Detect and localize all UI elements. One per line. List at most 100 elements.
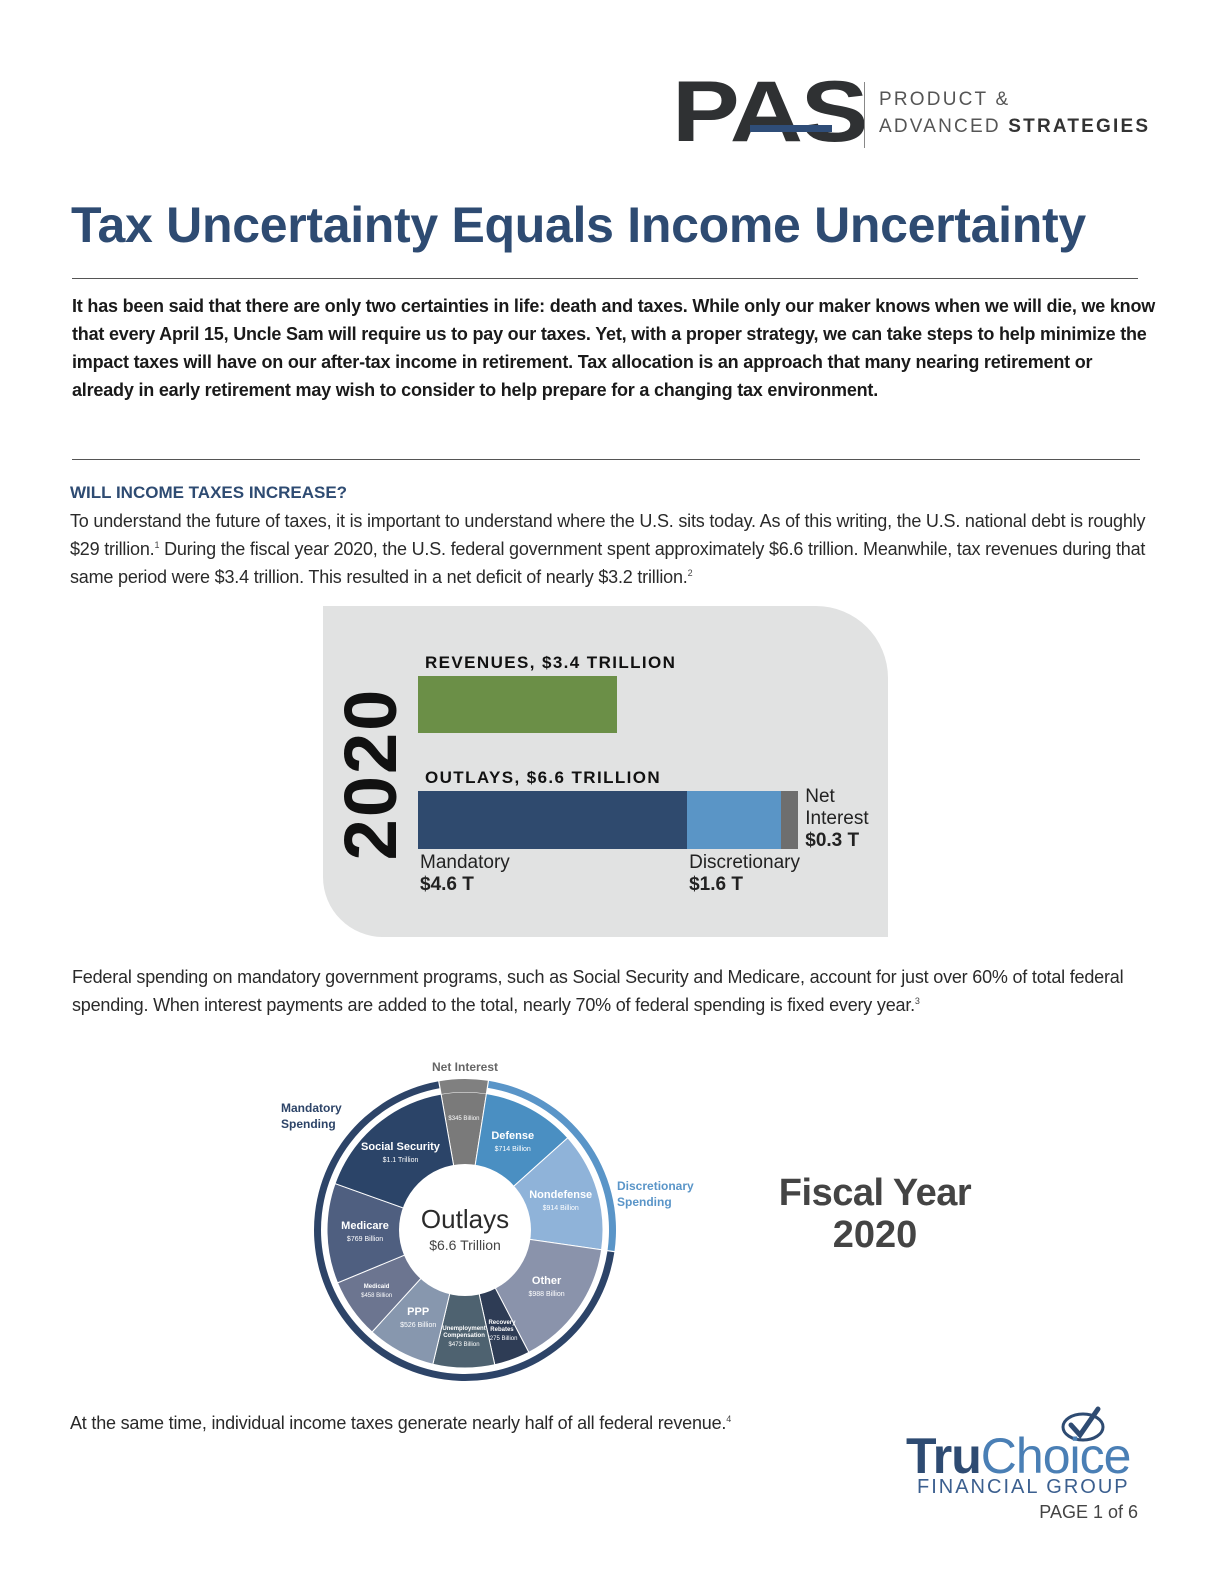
slice-value: $275 Billion bbox=[486, 1335, 518, 1342]
slice-value: $458 Billion bbox=[361, 1293, 393, 1300]
slice-name: Medicaid bbox=[363, 1284, 390, 1291]
paragraph: To understand the future of taxes, it is… bbox=[70, 507, 1160, 591]
slice-name: Nondefense bbox=[529, 1188, 593, 1201]
bar-label: REVENUES, $3.4 TRILLION bbox=[425, 653, 677, 672]
slice-label-box: Defense $714 Billion bbox=[471, 1122, 555, 1162]
slice-label: $345 Billion bbox=[441, 1098, 487, 1138]
group-ring bbox=[439, 1078, 488, 1095]
group-label: Mandatory Spending bbox=[281, 1101, 342, 1131]
slice-label: Unemployment Compensation $473 Billion bbox=[441, 1318, 487, 1358]
brand-2: Choice bbox=[980, 1428, 1132, 1484]
slice-name: Social Security bbox=[361, 1141, 440, 1154]
tagline-1: PRODUCT & bbox=[879, 89, 1011, 110]
slice-label-box: Other $988 Billion bbox=[505, 1268, 589, 1308]
segment-name: Net Interest bbox=[805, 786, 869, 829]
slice-label-box: Nondefense $914 Billion bbox=[519, 1181, 603, 1221]
segment-value: $0.3 T bbox=[805, 830, 860, 851]
bar-chart: 2020 REVENUES, $3.4 TRILLION OUTLAYS, $6… bbox=[323, 606, 888, 937]
slice-value: $526 Billion bbox=[400, 1321, 437, 1329]
slice-label-box: $345 Billion bbox=[441, 1098, 487, 1138]
section-heading: WILL INCOME TAXES INCREASE? bbox=[70, 483, 348, 502]
side-title: Fiscal Year bbox=[778, 1172, 972, 1214]
donut-chart: $345 Billion Net Interest Defense $714 Bill… bbox=[281, 1060, 694, 1384]
group-label-box: Mandatory Spending bbox=[281, 1101, 342, 1131]
slice-value: $988 Billion bbox=[528, 1291, 565, 1299]
paragraph: At the same time, individual income taxe… bbox=[70, 1409, 970, 1437]
slice-value: $914 Billion bbox=[542, 1204, 579, 1212]
slice-label: PPP $526 Billion bbox=[376, 1298, 460, 1338]
text-run: To understand the future of taxes, it is… bbox=[70, 511, 1146, 559]
bar-label: OUTLAYS, $6.6 TRILLION bbox=[425, 768, 662, 787]
brand-sub: FINANCIAL GROUP bbox=[917, 1476, 1130, 1498]
side-title: 2020 bbox=[832, 1214, 918, 1256]
segment-label: Discretionary $1.6 T bbox=[689, 852, 800, 896]
logo-divider bbox=[864, 82, 865, 148]
segment-label: Mandatory $4.6 T bbox=[420, 852, 510, 896]
slice-label: Medicare $769 Billion bbox=[323, 1213, 407, 1253]
tagline-3: STRATEGIES bbox=[1008, 116, 1151, 137]
center-subtitle: $6.6 Trillion bbox=[429, 1237, 501, 1253]
slice-value: $1.1 Trillion bbox=[382, 1157, 419, 1165]
segment-label: Net Interest $0.3 T bbox=[805, 786, 880, 852]
title: Tax Uncertainty Equals Income Uncertaint… bbox=[71, 197, 1086, 253]
group-ring bbox=[487, 1080, 616, 1252]
slice-label: Nondefense $914 Billion bbox=[519, 1181, 603, 1221]
tagline-2: ADVANCED STRATEGIES bbox=[879, 116, 1150, 138]
slice-label-box: PPP $526 Billion bbox=[376, 1298, 460, 1338]
group-label-box: Discretionary Spending bbox=[617, 1179, 694, 1209]
text-run: Federal spending on mandatory government… bbox=[72, 967, 1124, 1015]
slice-label: Other $988 Billion bbox=[505, 1268, 589, 1308]
footnote-ref: 4 bbox=[726, 1414, 731, 1424]
rule bbox=[72, 459, 1140, 460]
logo-accent bbox=[750, 125, 832, 132]
slice-label-box: Social Security $1.1 Trillion bbox=[358, 1134, 442, 1174]
pas-logo: PAS bbox=[672, 64, 868, 160]
check-mark bbox=[1068, 1406, 1101, 1440]
slice-label: Social Security $1.1 Trillion bbox=[358, 1134, 442, 1174]
slice-label-box: Medicare $769 Billion bbox=[323, 1213, 407, 1253]
bar-segment bbox=[687, 791, 781, 849]
brand: TruChoice bbox=[906, 1428, 1132, 1484]
bar-segment bbox=[780, 791, 799, 849]
slice-name: Recovery Rebates bbox=[488, 1319, 516, 1333]
tagline-2a: ADVANCED bbox=[879, 116, 1001, 137]
slice-label-box: Medicaid $458 Billion bbox=[354, 1272, 400, 1312]
bar-segment bbox=[418, 791, 688, 849]
slice-name: Medicare bbox=[341, 1220, 389, 1233]
paragraph: Federal spending on mandatory government… bbox=[72, 963, 1162, 1019]
slice-label-box: Unemployment Compensation $473 Billion bbox=[441, 1318, 487, 1358]
slice-name: PPP bbox=[407, 1305, 430, 1318]
segment-value: $4.6 T bbox=[420, 874, 474, 895]
brand-1: Tru bbox=[906, 1428, 982, 1484]
bar bbox=[418, 676, 617, 733]
slice-value: $769 Billion bbox=[346, 1236, 384, 1244]
text-run: At the same time, individual income taxe… bbox=[70, 1413, 727, 1433]
slice-name: Other bbox=[531, 1275, 562, 1288]
footnote-ref: 3 bbox=[914, 996, 920, 1006]
page-number: PAGE 1 of 6 bbox=[1039, 1502, 1138, 1522]
footnote-ref: 2 bbox=[687, 568, 693, 578]
slice-value: $714 Billion bbox=[494, 1145, 531, 1153]
group-label: Net Interest bbox=[432, 1060, 498, 1074]
slice-label: Defense $714 Billion bbox=[471, 1122, 555, 1162]
center-title: Outlays bbox=[421, 1204, 509, 1234]
year-label: 2020 bbox=[329, 687, 412, 861]
text-run: During the fiscal year 2020, the U.S. fe… bbox=[70, 539, 1146, 587]
rule bbox=[72, 278, 1138, 279]
slice-label-box: Recovery Rebates $275 Billion bbox=[479, 1311, 525, 1351]
segment-name: Mandatory bbox=[420, 852, 510, 873]
segment-value: $1.6 T bbox=[689, 874, 743, 895]
group-label: Discretionary Spending bbox=[617, 1179, 694, 1209]
donut-center bbox=[399, 1164, 531, 1296]
slice-name: Defense bbox=[491, 1129, 535, 1142]
slice-label: Medicaid $458 Billion bbox=[354, 1272, 400, 1312]
footnote-ref: 1 bbox=[154, 540, 160, 550]
slice-value: $473 Billion bbox=[448, 1342, 480, 1349]
intro: It has been said that there are only two… bbox=[72, 296, 1156, 400]
check-ring bbox=[1061, 1412, 1105, 1442]
slice-label: Recovery Rebates $275 Billion bbox=[479, 1311, 525, 1351]
check-icon bbox=[1061, 1406, 1105, 1442]
slice-value: $345 Billion bbox=[448, 1115, 480, 1122]
segment-name: Discretionary bbox=[689, 852, 800, 873]
